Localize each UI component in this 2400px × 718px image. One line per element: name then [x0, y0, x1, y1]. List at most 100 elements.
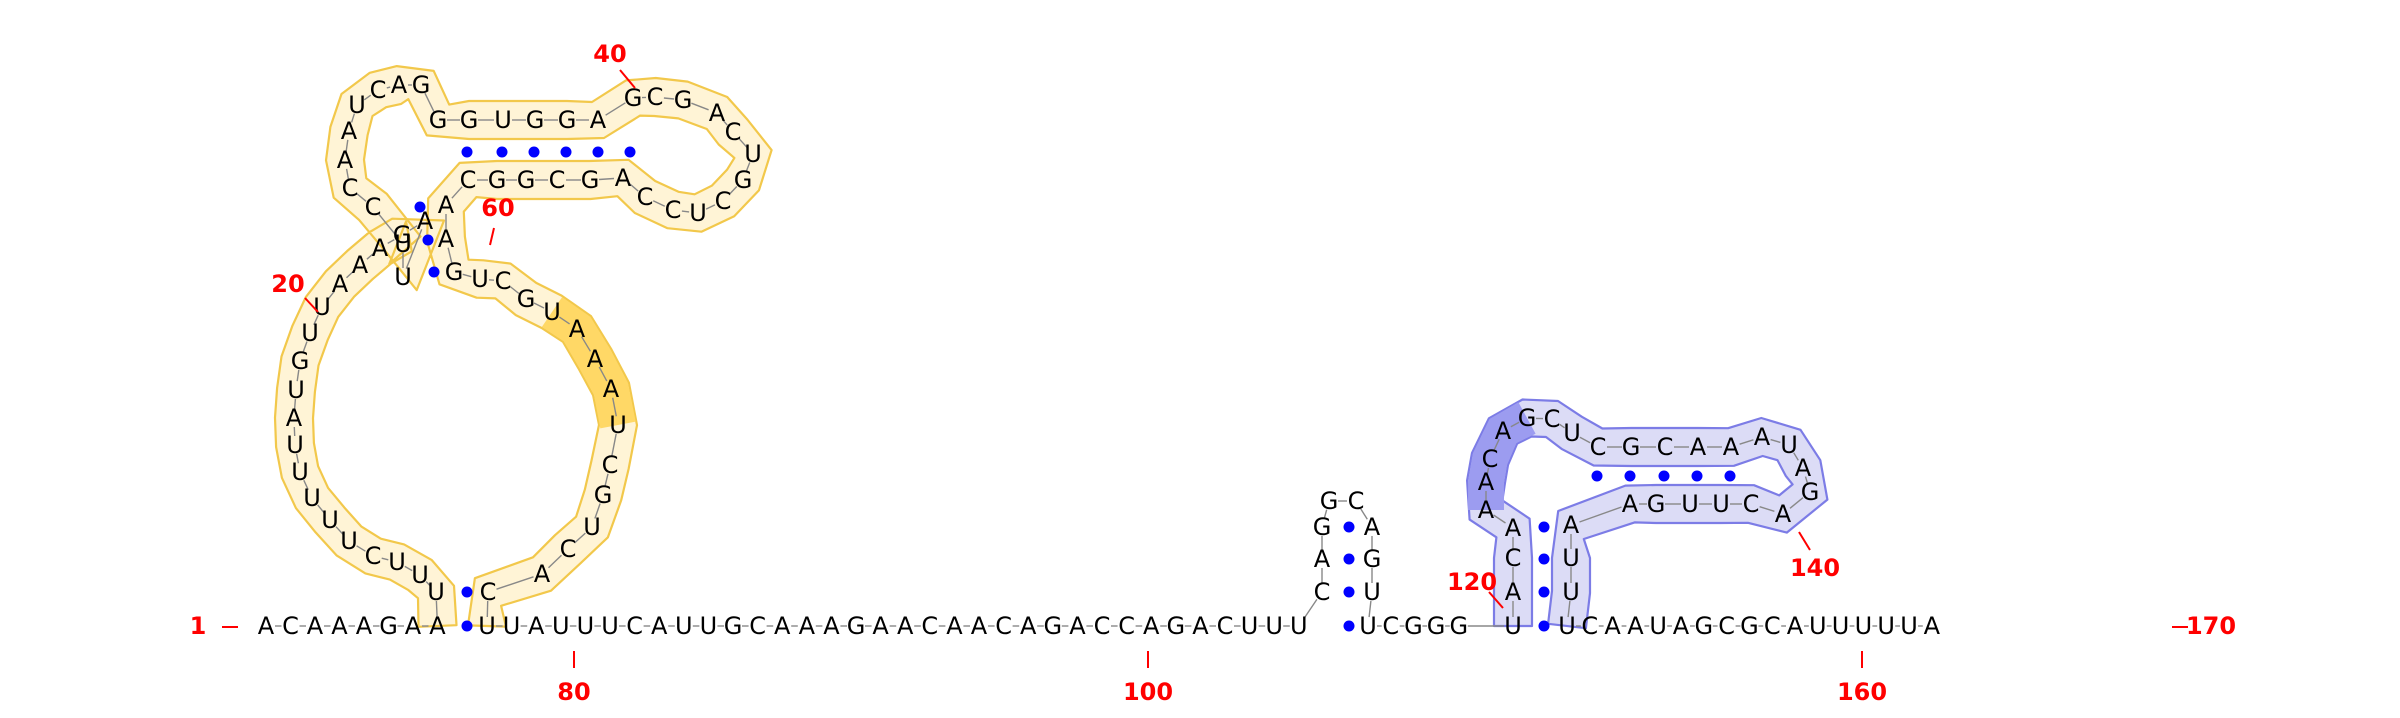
- nucleotide-13: U: [340, 527, 358, 555]
- nucleotide-72: C: [602, 451, 619, 479]
- nucleotide-69: A: [587, 345, 604, 373]
- nucleotide-38: G: [429, 106, 448, 134]
- nucleotide-1: A: [258, 612, 275, 640]
- nucleotide-60: C: [460, 166, 477, 194]
- nucleotide-140: A: [1723, 433, 1740, 461]
- nucleotide-96: C: [921, 612, 938, 640]
- nucleotide-34: U: [348, 91, 366, 119]
- nucleotide-88: G: [724, 612, 743, 640]
- nucleotide-124: G: [1449, 612, 1468, 640]
- nucleotide-61: A: [438, 191, 455, 219]
- nucleotide-145: A: [1775, 500, 1792, 528]
- nucleotide-152: U: [1562, 544, 1580, 572]
- nucleotide-126: A: [1505, 578, 1522, 606]
- nucleotide-49: U: [744, 140, 762, 168]
- backbone-link: [682, 211, 689, 212]
- nucleotide-141: A: [1754, 423, 1771, 451]
- nucleotide-65: C: [495, 267, 512, 295]
- nucleotide-68: A: [569, 315, 586, 343]
- nucleotide-16: U: [291, 458, 309, 486]
- nucleotide-155: C: [1581, 612, 1598, 640]
- base-pair-dot: [1659, 471, 1670, 482]
- nucleotide-37: G: [412, 71, 431, 99]
- nucleotide-139: A: [1690, 433, 1707, 461]
- nucleotide-95: A: [897, 612, 914, 640]
- nucleotide-125: U: [1504, 612, 1522, 640]
- nucleotide-109: U: [1241, 612, 1259, 640]
- nucleotide-111: U: [1290, 612, 1308, 640]
- backbone-link: [599, 179, 614, 180]
- index-label-170: 170: [2186, 612, 2236, 640]
- nucleotide-29: U: [394, 230, 412, 258]
- nucleotide-77: C: [480, 578, 497, 606]
- nucleotide-108: C: [1217, 612, 1234, 640]
- nucleotide-128: A: [1505, 514, 1522, 542]
- nucleotide-149: G: [1647, 490, 1666, 518]
- nucleotide-89: C: [749, 612, 766, 640]
- base-pair-dot: [1592, 471, 1603, 482]
- nucleotide-129: A: [1478, 496, 1495, 524]
- nucleotide-151: A: [1563, 511, 1580, 539]
- nucleotide-57: C: [549, 166, 566, 194]
- base-pair-dot: [497, 147, 508, 158]
- nucleotide-80: A: [528, 612, 545, 640]
- nucleotide-119: U: [1363, 578, 1381, 606]
- nucleotide-47: A: [709, 99, 726, 127]
- nucleotide-4: A: [331, 612, 348, 640]
- index-label-140: 140: [1790, 554, 1840, 582]
- nucleotide-117: A: [1364, 513, 1381, 541]
- nucleotide-45: C: [647, 83, 664, 111]
- nucleotide-167: U: [1855, 612, 1873, 640]
- index-label-120: 120: [1447, 568, 1497, 596]
- nucleotide-103: C: [1094, 612, 1111, 640]
- nucleotide-46: G: [674, 86, 693, 114]
- nucleotide-19: U: [287, 376, 305, 404]
- nucleotide-100: A: [1020, 612, 1037, 640]
- nucleotide-110: U: [1265, 612, 1283, 640]
- nucleotide-20: G: [291, 347, 310, 375]
- nucleotide-148: U: [1681, 490, 1699, 518]
- index-tick-140: [1799, 532, 1810, 550]
- nucleotide-165: U: [1809, 612, 1827, 640]
- nucleotide-98: A: [971, 612, 988, 640]
- nucleotide-40: U: [494, 106, 512, 134]
- nucleotide-36: A: [391, 71, 408, 99]
- nucleotide-82: U: [577, 612, 595, 640]
- nucleotide-59: G: [488, 166, 507, 194]
- nucleotide-73: G: [594, 481, 613, 509]
- nucleotide-114: G: [1313, 513, 1332, 541]
- nucleotide-56: G: [581, 166, 600, 194]
- base-pair-dot: [1344, 587, 1355, 598]
- nucleotide-90: A: [774, 612, 791, 640]
- nucleotide-30: C: [365, 193, 382, 221]
- nucleotide-58: G: [517, 166, 536, 194]
- nucleotide-81: U: [552, 612, 570, 640]
- nucleotide-107: A: [1192, 612, 1209, 640]
- nucleotide-169: U: [1900, 612, 1918, 640]
- nucleotide-21: U: [301, 319, 319, 347]
- base-pair-dot: [1539, 587, 1550, 598]
- nucleotide-44: G: [624, 84, 643, 112]
- nucleotide-9: U: [427, 578, 445, 606]
- nucleotide-31: C: [342, 174, 359, 202]
- nucleotide-120: U: [1359, 612, 1377, 640]
- nucleotide-62: A: [438, 225, 455, 253]
- nucleotide-10: U: [411, 561, 429, 589]
- nucleotide-78: U: [478, 612, 496, 640]
- base-pair-dot: [1725, 471, 1736, 482]
- nucleotide-41: G: [526, 106, 545, 134]
- nucleotide-123: G: [1427, 612, 1446, 640]
- nucleotide-118: G: [1363, 545, 1382, 573]
- base-pair-dot: [1344, 554, 1355, 565]
- nucleotide-2: C: [282, 612, 299, 640]
- base-pair-dot: [1625, 471, 1636, 482]
- nucleotide-94: A: [872, 612, 889, 640]
- nucleotide-33: A: [341, 117, 358, 145]
- nucleotide-136: C: [1590, 433, 1607, 461]
- nucleotide-5: A: [356, 612, 373, 640]
- nucleotide-15: U: [303, 484, 321, 512]
- index-label-100: 100: [1123, 678, 1173, 706]
- nucleotide-93: G: [847, 612, 866, 640]
- nucleotide-168: U: [1877, 612, 1895, 640]
